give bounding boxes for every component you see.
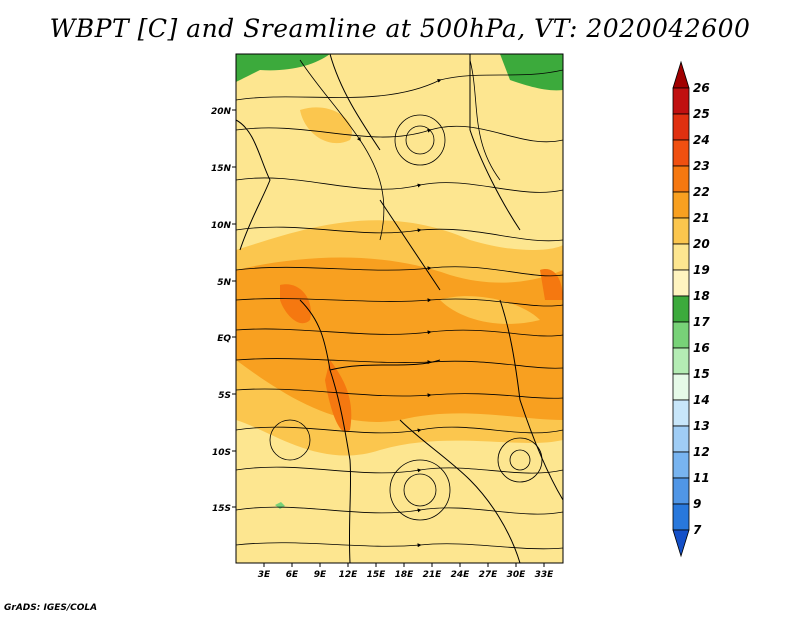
colorbar-label: 20 xyxy=(693,237,710,251)
colorbar-label: 14 xyxy=(693,393,710,407)
colorbar-cell xyxy=(672,321,690,349)
lon-label: 24E xyxy=(451,570,471,580)
green-region-nw xyxy=(236,54,330,82)
lon-label: 18E xyxy=(395,570,415,580)
colorbar-labels: 26 25 24 23 22 21 20 19 18 17 16 15 14 1… xyxy=(693,81,710,537)
lon-label: 6E xyxy=(286,570,299,580)
colorbar-label: 18 xyxy=(693,289,710,303)
colorbar-cell xyxy=(672,87,690,115)
lat-label: 10N xyxy=(211,221,232,231)
chart-title: WBPT [C] and Sreamline at 500hPa, VT: 20… xyxy=(49,14,751,43)
colorbar-cell xyxy=(672,60,690,89)
colorbar-cell xyxy=(672,503,690,531)
colorbar-label: 13 xyxy=(693,419,710,433)
colorbar-label: 22 xyxy=(693,185,710,199)
colorbar-label: 26 xyxy=(693,81,710,95)
streamlines xyxy=(236,59,563,550)
colorbar-label: 25 xyxy=(693,107,710,121)
green-region-ne xyxy=(500,54,563,91)
lon-label: 27E xyxy=(479,570,499,580)
lon-axis: 3E 6E 9E 12E 15E 18E 21E 24E 27E 30E 33E xyxy=(258,563,554,580)
colorbar-label: 9 xyxy=(693,497,701,511)
colorbar-cell xyxy=(672,373,690,401)
colorbar-cell xyxy=(672,425,690,453)
lon-label: 21E xyxy=(423,570,443,580)
colorbar-cell xyxy=(672,139,690,167)
colorbar-label: 17 xyxy=(693,315,710,329)
colorbar-label: 11 xyxy=(693,471,710,485)
lat-label: EQ xyxy=(217,334,231,344)
colorbar-cell xyxy=(672,269,690,297)
lat-label: 10S xyxy=(212,448,231,458)
lat-label: 15N xyxy=(211,164,232,174)
lon-label: 33E xyxy=(535,570,555,580)
lon-label: 30E xyxy=(507,570,527,580)
map-frame xyxy=(235,53,564,564)
colorbar-cell xyxy=(672,529,690,558)
lat-label: 15S xyxy=(212,504,231,514)
lon-label: 3E xyxy=(258,570,271,580)
lat-axis: 20N 15N 10N 5N EQ 5S 10S 15S xyxy=(211,107,236,514)
lon-label: 12E xyxy=(339,570,359,580)
wbpt-20-region xyxy=(300,107,540,324)
colorbar-cell xyxy=(672,477,690,505)
colorbar-cell xyxy=(672,399,690,427)
colorbar-cell xyxy=(672,191,690,219)
colorbar-label: 16 xyxy=(693,341,710,355)
colorbar-cell xyxy=(672,243,690,271)
grads-credit: GrADS: IGES/COLA xyxy=(4,603,98,613)
colorbar-label: 19 xyxy=(693,263,710,277)
lat-label: 20N xyxy=(211,107,232,117)
lon-label: 15E xyxy=(367,570,387,580)
lat-label: 5S xyxy=(218,391,231,401)
colorbar-cell xyxy=(672,217,690,245)
colorbar-cells xyxy=(672,60,690,558)
colorbar-cell xyxy=(672,451,690,479)
lon-label: 9E xyxy=(314,570,327,580)
colorbar-cell xyxy=(672,113,690,141)
colorbar-label: 23 xyxy=(693,159,710,173)
colorbar-cell xyxy=(672,165,690,193)
colorbar-label: 15 xyxy=(693,367,710,381)
colorbar-cell xyxy=(672,295,690,323)
colorbar-label: 7 xyxy=(693,523,702,537)
colorbar-label: 21 xyxy=(693,211,710,225)
colorbar-cell xyxy=(672,347,690,375)
country-borders xyxy=(236,54,563,563)
lat-label: 5N xyxy=(217,278,231,288)
colorbar-label: 12 xyxy=(693,445,710,459)
colorbar-label: 24 xyxy=(693,133,710,147)
